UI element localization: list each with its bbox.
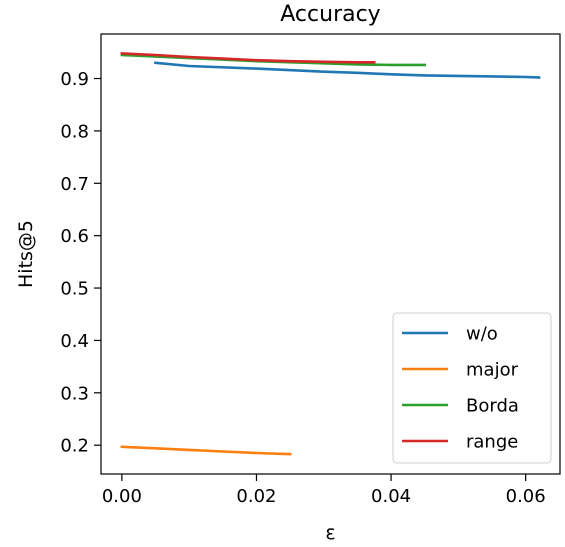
y-axis-ticks: 0.2 0.3 0.4 0.5 0.6 0.7 0.8 0.9 [60,69,101,457]
x-axis-ticks: 0.00 0.02 0.04 0.06 [102,474,546,507]
legend-label: major [466,360,519,381]
series-layer [120,52,541,456]
y-tick-label: 0.6 [60,226,89,247]
x-tick-label: 0.02 [236,486,276,507]
series-line-range [120,52,376,64]
x-tick-label: 0.06 [506,486,546,507]
y-tick-label: 0.8 [60,121,89,142]
y-tick-label: 0.9 [60,69,89,90]
legend-label: range [466,432,518,453]
y-tick-label: 0.7 [60,174,89,195]
plot-frame [100,33,561,475]
x-tick-label: 0.00 [102,486,142,507]
y-tick-label: 0.3 [60,383,89,404]
x-tick-label: 0.04 [371,486,411,507]
y-tick-label: 0.2 [60,436,89,457]
legend: w/o major Borda range [392,312,552,464]
series-line-major [120,445,292,456]
legend-box [392,312,552,464]
plot-area [100,33,561,475]
legend-label: w/o [466,324,498,345]
chart-title: Accuracy [280,2,380,27]
y-tick-label: 0.4 [60,331,89,352]
series-line-w-o [154,61,541,79]
y-axis-label: Hits@5 [15,220,37,288]
legend-label: Borda [466,396,519,417]
x-axis-label: ε [325,522,335,544]
y-tick-label: 0.5 [60,279,89,300]
